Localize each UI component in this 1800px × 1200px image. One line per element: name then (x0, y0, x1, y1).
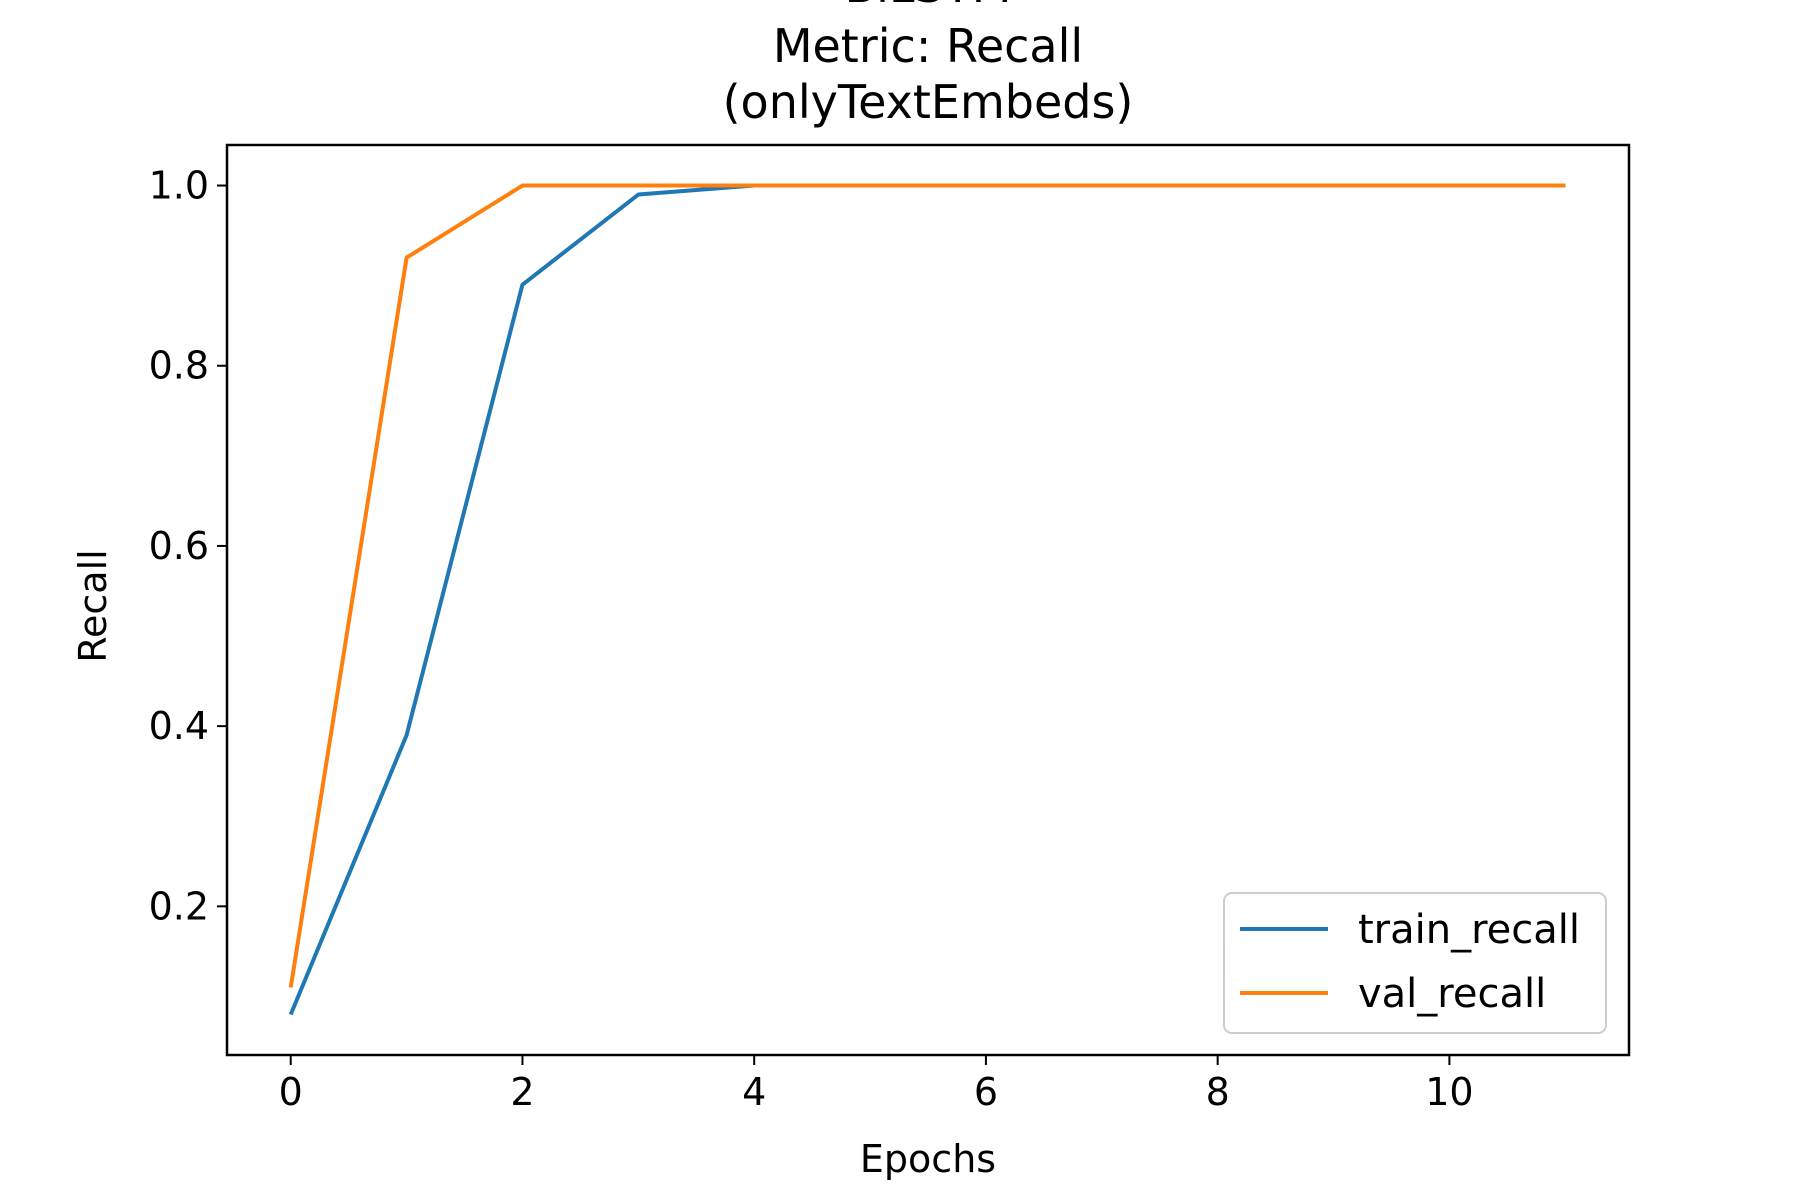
plot-frame (225, 143, 1631, 1057)
axis-ticks: 0 2 4 6 8 10 0.2 0.4 0.6 0.8 1.0 (149, 164, 1474, 1114)
title-line-1: BiLSTM (845, 0, 1012, 13)
series-line-val-recall (288, 183, 1566, 988)
x-tick-label: 0 (279, 1070, 303, 1114)
legend: train_recall val_recall (1223, 892, 1607, 1034)
y-tick-label: 0.8 (149, 344, 209, 388)
x-tick-label: 4 (742, 1070, 766, 1114)
y-tick-label: 0.4 (149, 704, 209, 748)
y-axis-label: Recall (71, 549, 115, 662)
y-tick-label: 0.6 (149, 524, 209, 568)
title-line-2: Metric: Recall (773, 19, 1083, 73)
chart-title: BiLSTM Metric: Recall (onlyTextEmbeds) (723, 0, 1134, 129)
x-tick-label: 6 (974, 1070, 998, 1114)
x-tick-label: 2 (510, 1070, 534, 1114)
y-tick-label: 0.2 (149, 884, 209, 928)
series-line-train-recall (288, 183, 1566, 1016)
x-tick-label: 10 (1425, 1070, 1473, 1114)
legend-label-val-recall: val_recall (1358, 971, 1546, 1017)
series-lines (288, 183, 1566, 1016)
y-tick-label: 1.0 (149, 164, 209, 208)
legend-label-train-recall: train_recall (1358, 907, 1580, 953)
x-axis-label: Epochs (860, 1137, 996, 1181)
title-line-3: (onlyTextEmbeds) (723, 75, 1134, 129)
x-tick-label: 8 (1206, 1070, 1230, 1114)
